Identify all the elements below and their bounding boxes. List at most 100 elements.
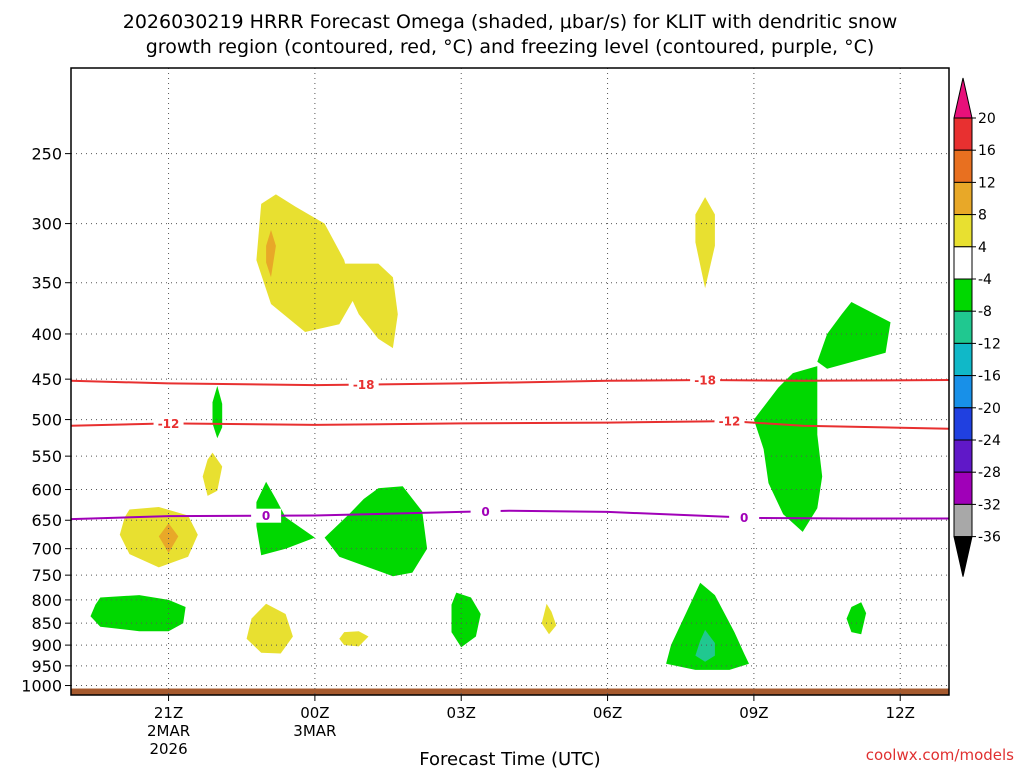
contour-label-bg--18-0 xyxy=(348,377,379,392)
contour-label--12-1: -12 xyxy=(719,415,741,429)
colorbar-label-16: 16 xyxy=(978,143,996,159)
colorbar-label-4: 4 xyxy=(978,240,987,256)
colorbar-top-arrow xyxy=(953,77,973,119)
x-tick-label-12Z: 12Z xyxy=(886,704,915,722)
y-tick-label-600: 600 xyxy=(31,481,62,500)
y-tick-label-1000: 1000 xyxy=(21,677,62,696)
colorbar-swatch-8 xyxy=(953,342,973,377)
colorbar-bottom-arrow xyxy=(953,536,973,577)
colorbar-label--24: -24 xyxy=(978,433,1001,449)
plot-frame xyxy=(70,67,950,696)
omega-region-13 xyxy=(90,595,186,632)
chart-title-line1: 2026030219 HRRR Forecast Omega (shaded, … xyxy=(123,11,898,33)
colorbar-label-8: 8 xyxy=(978,208,987,224)
colorbar-label-20: 20 xyxy=(978,111,996,127)
y-tick-label-900: 900 xyxy=(31,636,62,655)
omega-region-7 xyxy=(246,603,293,654)
omega-region-16 xyxy=(666,582,749,670)
contour-label-bg-0-0 xyxy=(251,508,282,523)
y-tick-label-250: 250 xyxy=(31,145,62,164)
contour-line--18 xyxy=(70,378,950,387)
omega-region-3 xyxy=(695,197,715,289)
colorbar-swatch-7 xyxy=(953,310,973,344)
source-credit: coolwx.com/models xyxy=(866,746,1014,764)
colorbar-swatch-13 xyxy=(953,503,973,538)
colorbar-label--32: -32 xyxy=(978,497,1001,513)
colorbar-swatch-12 xyxy=(953,471,973,505)
y-tick-label-350: 350 xyxy=(31,274,62,293)
y-tick-label-300: 300 xyxy=(31,215,62,234)
x-tick-label-00Z: 00Z xyxy=(300,704,329,722)
omega-region-2 xyxy=(266,229,276,278)
colorbar-swatch-5 xyxy=(953,246,973,280)
colorbar-label--36: -36 xyxy=(978,530,1001,546)
y-tick-label-950: 950 xyxy=(31,657,62,676)
colorbar-label--28: -28 xyxy=(978,465,1001,481)
omega-colorbar: 20 16 12 8 4 -4 -8 -12 -16 -20 -24 -28 -32 -36 xyxy=(953,77,1001,577)
x-tick-date-21Z: 2MAR xyxy=(147,722,190,740)
pressure-axis: 250 300 350 400 450 500 550 600 650 700 750 800 850 9… xyxy=(21,145,71,696)
colorbar-swatch-11 xyxy=(953,439,973,473)
colorbar-swatch-10 xyxy=(953,407,973,441)
terrain-band xyxy=(71,688,949,695)
contour-label-0-2: 0 xyxy=(740,511,748,525)
omega-shading xyxy=(90,194,891,670)
omega-region-12 xyxy=(324,486,428,577)
omega-region-6 xyxy=(202,452,223,496)
omega-region-19 xyxy=(753,366,823,532)
y-tick-label-750: 750 xyxy=(31,566,62,585)
contour-label-0-0: 0 xyxy=(262,509,270,523)
colorbar-swatch-3 xyxy=(953,181,973,216)
y-tick-label-650: 650 xyxy=(31,511,62,530)
y-tick-label-800: 800 xyxy=(31,591,62,610)
colorbar-swatch-9 xyxy=(953,375,973,409)
omega-region-18 xyxy=(817,302,891,369)
contour-line--12 xyxy=(70,420,950,430)
contour-label-bg-0-1 xyxy=(470,504,501,519)
colorbar-label--4: -4 xyxy=(978,272,992,288)
x-tick-label-03Z: 03Z xyxy=(447,704,476,722)
contour-label-bg--12-0 xyxy=(153,416,184,431)
colorbar-label-12: 12 xyxy=(978,175,996,191)
contour-label--12-0: -12 xyxy=(158,417,180,431)
colorbar-label--12: -12 xyxy=(978,336,1001,352)
contour-label-0-1: 0 xyxy=(481,505,489,519)
contour-label--18-1: -18 xyxy=(694,373,716,387)
y-tick-label-550: 550 xyxy=(31,447,62,466)
colorbar-label--20: -20 xyxy=(978,401,1001,417)
y-tick-label-700: 700 xyxy=(31,540,62,559)
omega-region-14 xyxy=(451,592,481,648)
colorbar-swatch-6 xyxy=(953,278,973,312)
chart-title-line2: growth region (contoured, red, °C) and f… xyxy=(146,36,875,58)
contour-lines: -18 -18 -12 -12 0 0 0 xyxy=(70,372,950,525)
omega-region-8 xyxy=(339,631,369,647)
omega-region-1 xyxy=(339,263,398,349)
contour-line-0 xyxy=(70,509,949,521)
colorbar-label--8: -8 xyxy=(978,304,992,320)
omega-region-4 xyxy=(119,507,198,568)
x-axis-label: Forecast Time (UTC) xyxy=(419,749,600,768)
omega-region-9 xyxy=(541,603,557,635)
colorbar-swatch-2 xyxy=(953,149,973,183)
omega-region-17 xyxy=(695,629,715,662)
omega-region-15 xyxy=(846,602,867,635)
colorbar-label--16: -16 xyxy=(978,369,1001,385)
colorbar-swatch-4 xyxy=(953,214,973,248)
x-tick-label-21Z: 21Z xyxy=(154,704,183,722)
terrain-fill xyxy=(71,688,949,695)
contour-label-bg-0-2 xyxy=(729,510,760,525)
y-tick-label-400: 400 xyxy=(31,325,62,344)
x-tick-date-00Z: 3MAR xyxy=(293,722,336,740)
omega-region-0 xyxy=(256,194,354,332)
omega-region-10 xyxy=(212,385,223,439)
contour-label-bg--18-1 xyxy=(690,372,721,387)
omega-region-11 xyxy=(256,481,315,556)
y-tick-label-500: 500 xyxy=(31,411,62,430)
x-tick-year-21Z: 2026 xyxy=(149,740,187,758)
contour-label-bg--12-1 xyxy=(714,414,745,429)
y-tick-label-450: 450 xyxy=(31,370,62,389)
y-tick-label-850: 850 xyxy=(31,614,62,633)
x-tick-label-09Z: 09Z xyxy=(739,704,768,722)
